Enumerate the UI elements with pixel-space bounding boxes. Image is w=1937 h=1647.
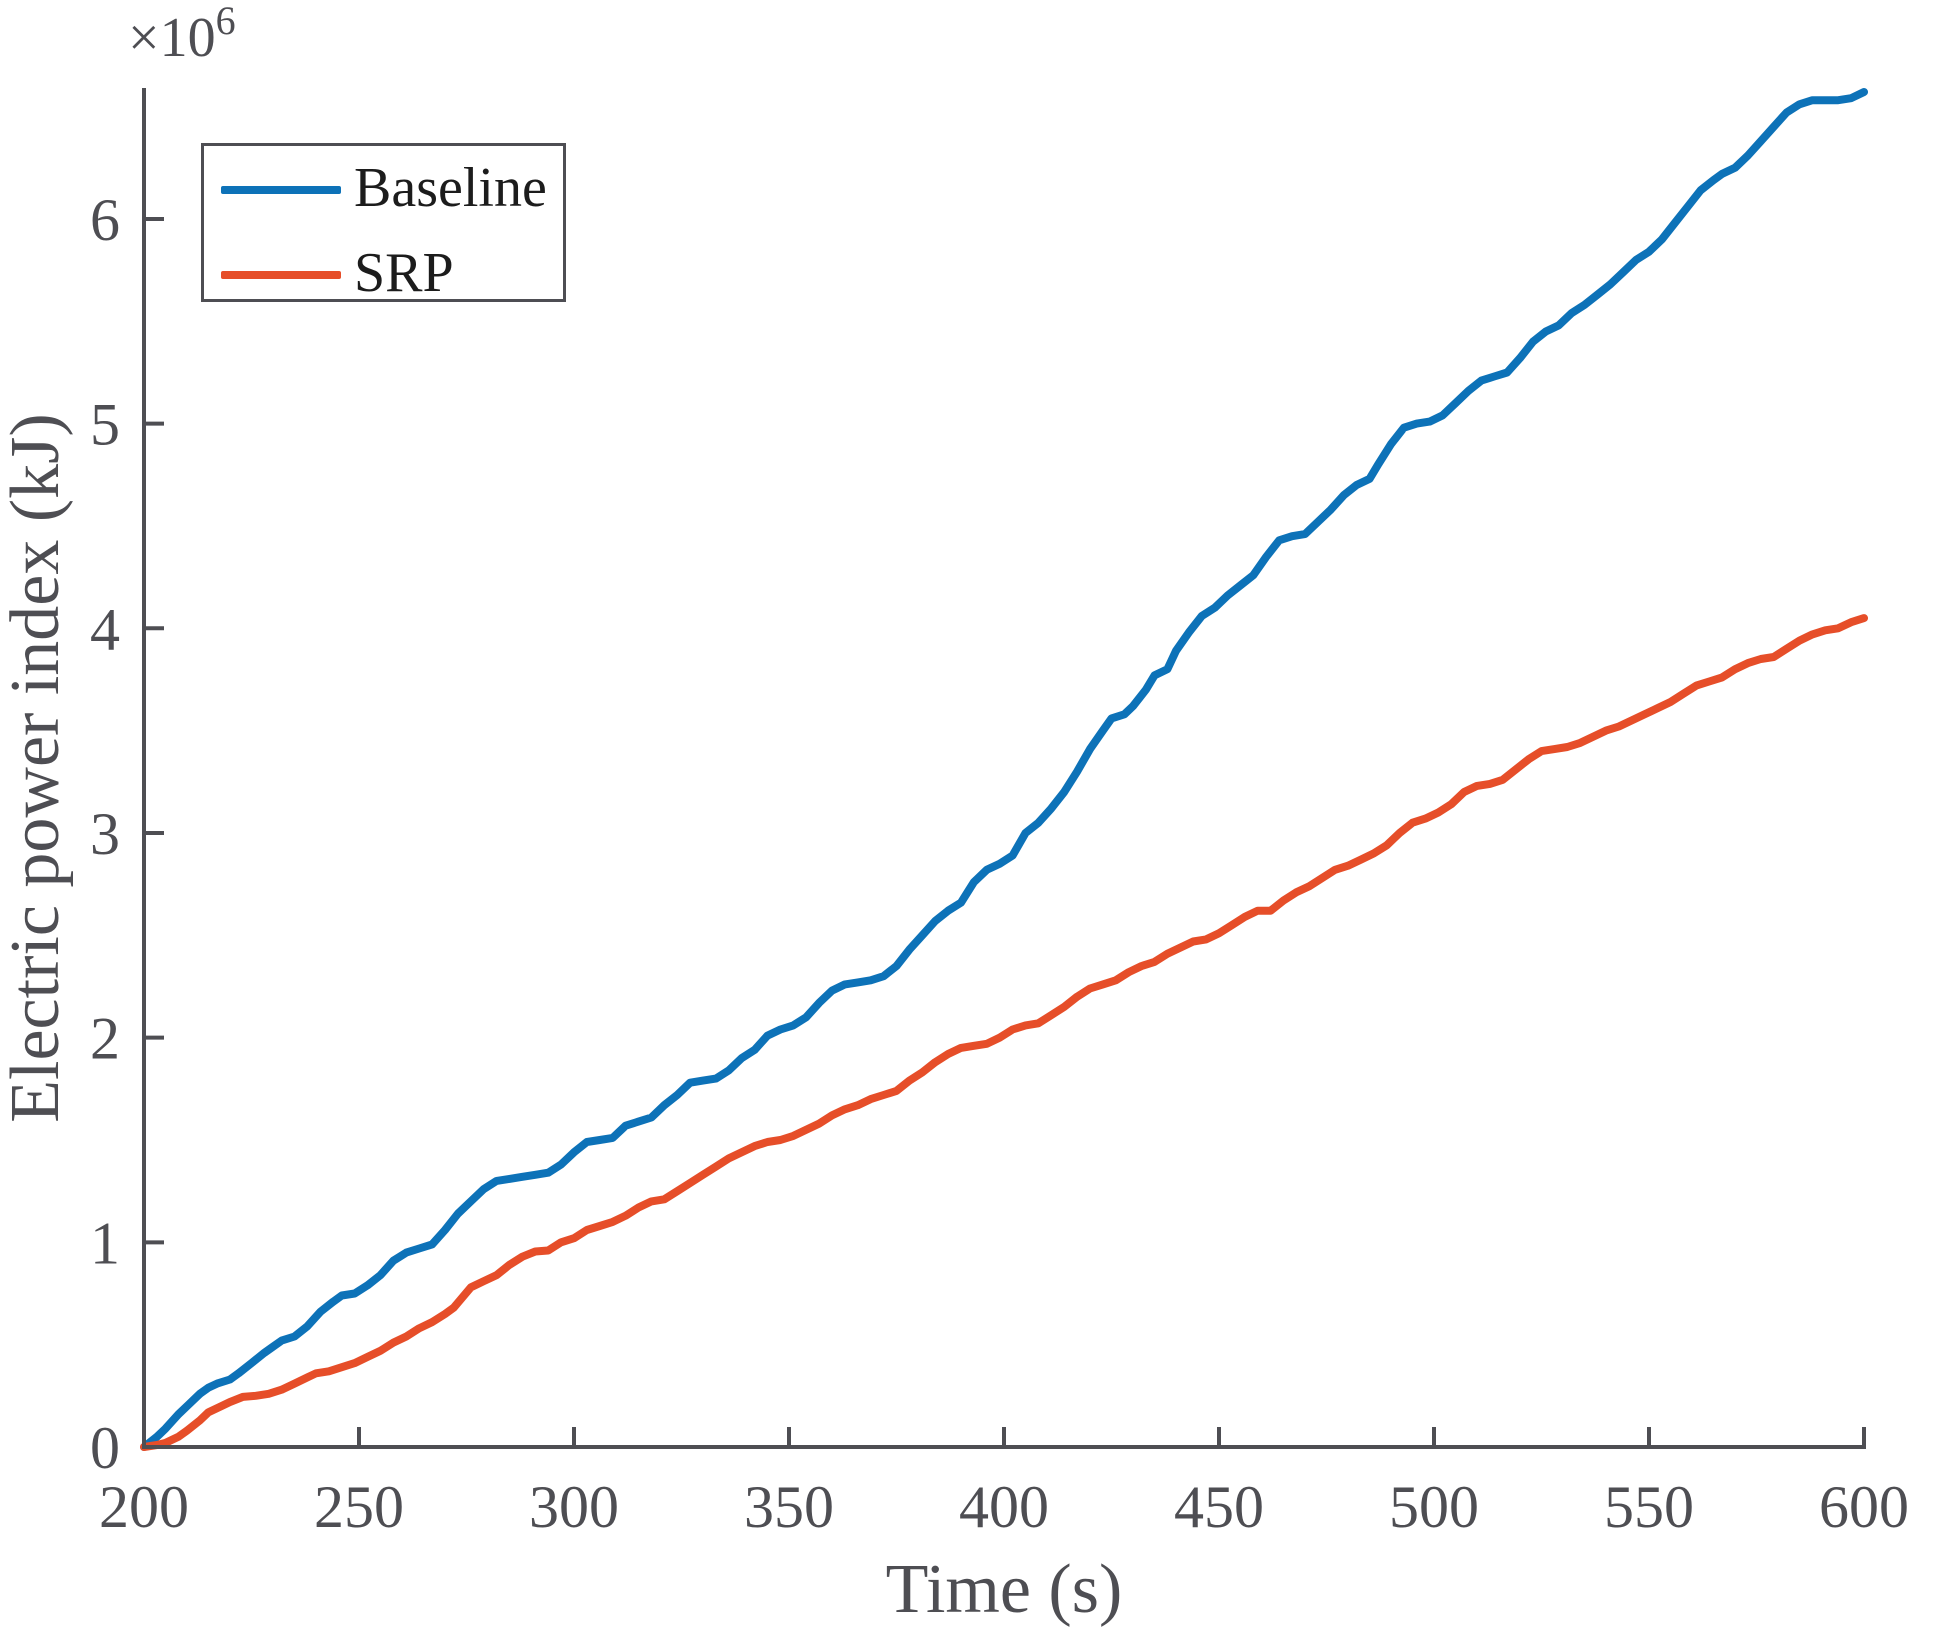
x-tick-label: 400	[959, 1474, 1049, 1540]
x-tick-label: 200	[99, 1474, 189, 1540]
x-ticks: 200 250 300 350 400 450 500 550 600	[99, 1427, 1909, 1540]
y-tick-label: 4	[90, 596, 120, 662]
series-lines	[140, 88, 1868, 1451]
y-ticks: 0 1 2 3 4 5 6	[90, 187, 164, 1481]
x-tick-label: 550	[1604, 1474, 1694, 1540]
x-tick-label: 350	[744, 1474, 834, 1540]
x-tick-label: 300	[529, 1474, 619, 1540]
legend: Baseline SRP	[201, 143, 566, 302]
x-tick-label: 250	[314, 1474, 404, 1540]
x-tick-label: 450	[1174, 1474, 1264, 1540]
y-tick-label: 3	[90, 801, 120, 867]
baseline-line-sample	[221, 186, 341, 194]
series-line-baseline	[140, 88, 1868, 1451]
y-tick-label: 6	[90, 187, 120, 253]
legend-label-baseline: Baseline	[354, 157, 547, 219]
x-axis-label: Time (s)	[886, 1551, 1123, 1628]
y-tick-label: 2	[90, 1006, 120, 1072]
y-axis-offset-text: ×106	[128, 0, 236, 69]
y-tick-label: 0	[90, 1415, 120, 1481]
y-tick-label: 1	[90, 1210, 120, 1276]
y-tick-label: 5	[90, 392, 120, 458]
srp-line-sample	[221, 271, 341, 279]
x-tick-label: 500	[1389, 1474, 1479, 1540]
series-line-srp	[140, 614, 1868, 1451]
y-axis-label: Electric power index (kJ)	[0, 413, 74, 1122]
x-tick-label: 600	[1819, 1474, 1909, 1540]
legend-label-srp: SRP	[354, 242, 454, 304]
